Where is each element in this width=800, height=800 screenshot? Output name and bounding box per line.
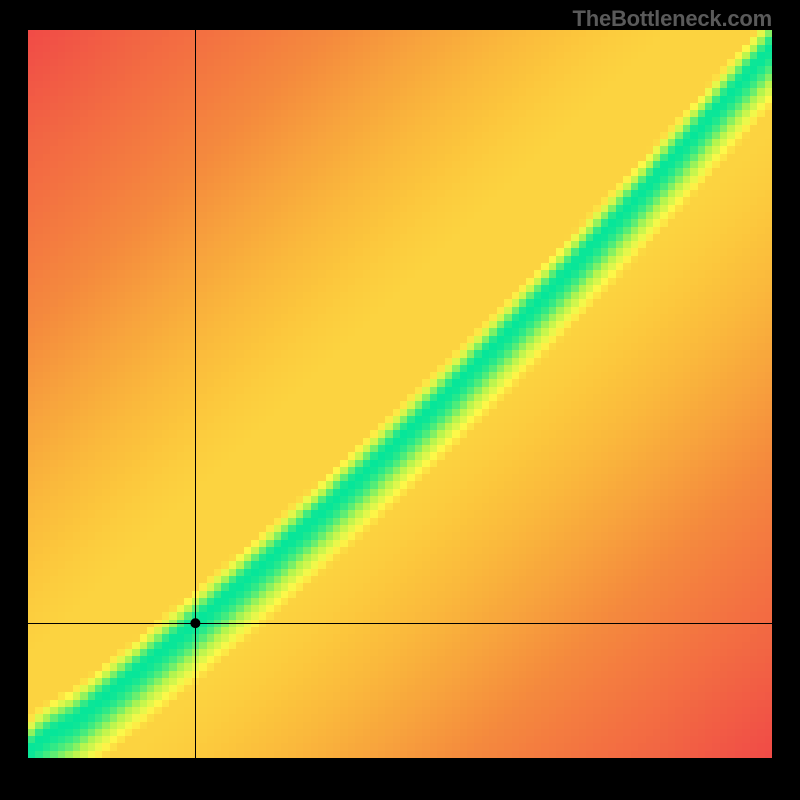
watermark-text: TheBottleneck.com: [572, 6, 772, 32]
bottleneck-heatmap: [0, 0, 800, 800]
chart-container: TheBottleneck.com: [0, 0, 800, 800]
